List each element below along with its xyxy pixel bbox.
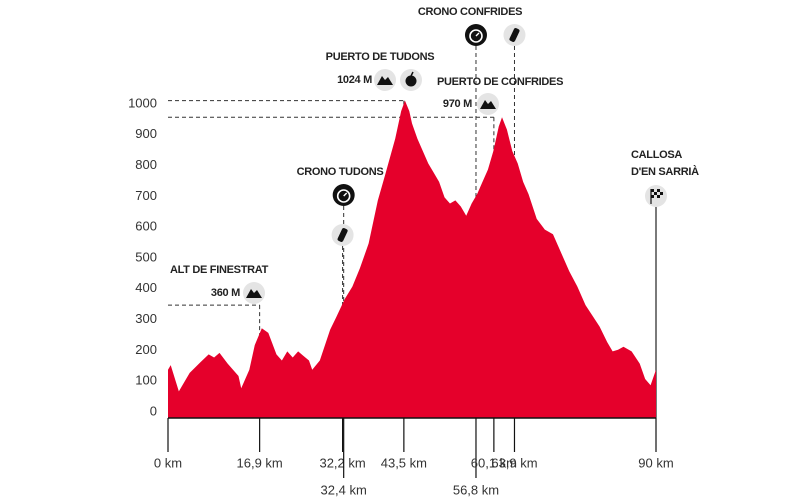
x-tick-label: 43,5 km [381, 455, 427, 470]
x-tick-label: 63,9 km [491, 455, 537, 470]
x-tick-label: 32,2 km [319, 455, 365, 470]
x-tick-label: 90 km [638, 455, 673, 470]
x-tick-label: 0 km [154, 455, 182, 470]
x-tick-label: 32,4 km [321, 482, 367, 497]
y-tick-label: 900 [135, 126, 157, 141]
x-tick-label: 16,9 km [237, 455, 283, 470]
y-tick-label: 300 [135, 311, 157, 326]
mountain-icon [377, 76, 393, 85]
stopwatch-hand [475, 32, 480, 37]
y-tick-label: 200 [135, 342, 157, 357]
annotation-title: CRONO CONFRIDES [418, 6, 522, 18]
elevation-label: 970 M [443, 98, 472, 110]
stopwatch-icon [464, 24, 487, 46]
stopwatch-icon [332, 184, 355, 206]
elevation-label: 360 M [211, 287, 240, 299]
annotation-title: D'EN SARRIÀ [631, 165, 699, 178]
x-tick-label: 56,8 km [453, 482, 499, 497]
annotation-title: PUERTO DE TUDONS [326, 51, 435, 63]
flag-check [651, 195, 654, 198]
y-tick-label: 1000 [128, 95, 157, 110]
elevation-label: 1024 M [337, 74, 372, 86]
mountain-icon [246, 289, 262, 298]
annotation-title: ALT DE FINESTRAT [170, 264, 269, 276]
y-tick-label: 100 [135, 373, 157, 388]
flag-check [657, 195, 660, 198]
annotation-title: CALLOSA [631, 149, 682, 161]
mountain-icon [480, 100, 496, 109]
stopwatch-face [336, 189, 351, 203]
icon-circle [645, 185, 667, 207]
elevation-profile [168, 100, 656, 418]
x-tick-label: 60,1 km [471, 455, 517, 470]
y-tick-label: 600 [135, 219, 157, 234]
y-tick-label: 400 [135, 280, 157, 295]
apple-stem [410, 71, 414, 77]
stopwatch-hand [343, 192, 348, 197]
stopwatch-face [469, 29, 483, 43]
flag-check [654, 192, 657, 195]
annotation-title: CRONO TUDONS [297, 166, 384, 178]
flag-check [660, 192, 663, 195]
y-tick-label: 0 [150, 403, 157, 418]
bottle-icon [509, 28, 520, 42]
flag-check [657, 189, 660, 192]
y-tick-label: 700 [135, 188, 157, 203]
apple-icon [405, 75, 417, 87]
bottle-icon [337, 228, 348, 242]
flag-check [651, 189, 654, 192]
y-tick-label: 800 [135, 157, 157, 172]
y-tick-label: 500 [135, 249, 157, 264]
annotation-title: PUERTO DE CONFRIDES [437, 76, 563, 88]
